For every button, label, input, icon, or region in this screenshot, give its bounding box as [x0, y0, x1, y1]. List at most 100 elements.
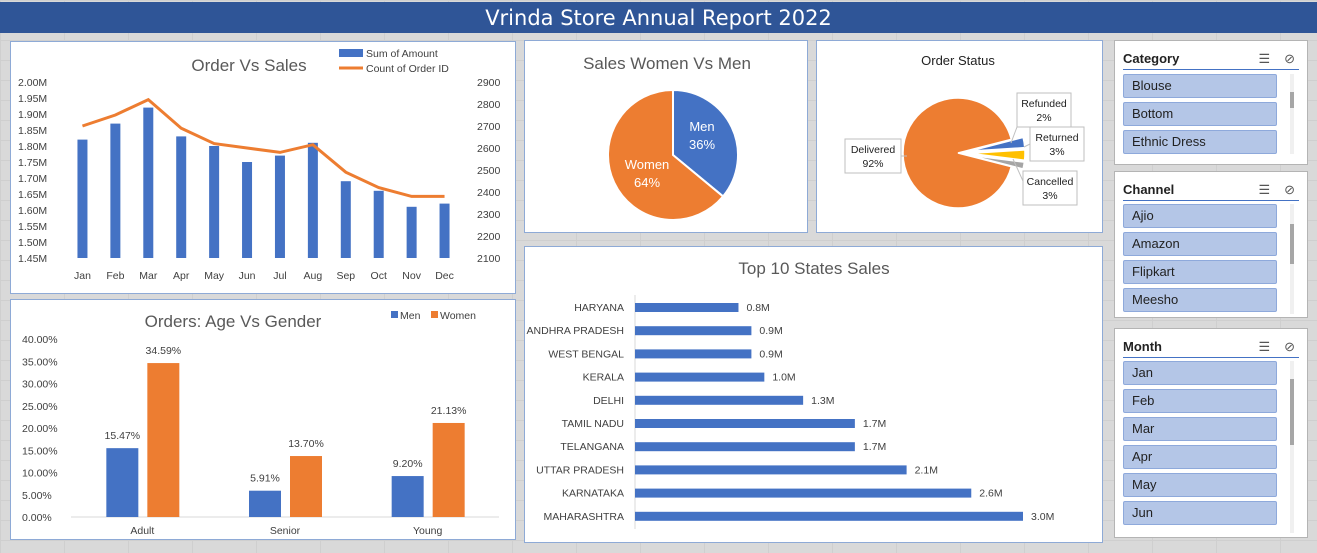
y-axis-tick-label: 15.00% [22, 445, 58, 457]
x-axis-tick-label: Jun [239, 270, 256, 282]
leader-line [1010, 126, 1018, 144]
month-scrollbar-thumb[interactable] [1290, 379, 1294, 445]
state-label: MAHARASHTRA [543, 511, 624, 523]
clear-filter-icon[interactable]: ⊘ [1284, 338, 1295, 354]
slicer-item-amazon[interactable]: Amazon [1123, 232, 1277, 256]
state-label: TAMIL NADU [562, 418, 624, 430]
y2-axis-tick-label: 2200 [477, 231, 501, 243]
x-axis-tick-label: Nov [402, 270, 421, 282]
category-scrollbar[interactable] [1290, 74, 1294, 154]
month-slicer-header: Month ☰ ⊘ [1123, 335, 1299, 358]
state-bar [635, 395, 804, 405]
slicer-item-jun[interactable]: Jun [1123, 501, 1277, 525]
multi-select-icon[interactable]: ☰ [1258, 181, 1271, 197]
channel-scrollbar-thumb[interactable] [1290, 224, 1294, 264]
y2-axis-tick-label: 2600 [477, 143, 501, 155]
women-men-chart[interactable]: Sales Women Vs Men Men 36% Women 64% [524, 40, 808, 233]
y-axis-tick-label: 1.75M [18, 157, 47, 169]
bar-sum-of-amount [110, 123, 121, 258]
y-axis-tick-label: 1.65M [18, 189, 47, 201]
category-slicer[interactable]: Category ☰ ⊘ Blouse Bottom Ethnic Dress [1114, 40, 1308, 165]
slicer-item-jan[interactable]: Jan [1123, 361, 1277, 385]
top-states-chart[interactable]: Top 10 States Sales HARYANA 0.8M ANDHRA PRA… [524, 246, 1103, 543]
data-label-women: 21.13% [431, 405, 467, 417]
report-title-banner: Vrinda Store Annual Report 2022 [0, 2, 1317, 33]
channel-slicer[interactable]: Channel ☰ ⊘ Ajio Amazon Flipkart Meesho [1114, 171, 1308, 318]
clear-filter-icon[interactable]: ⊘ [1284, 181, 1295, 197]
channel-slicer-title: Channel [1123, 181, 1175, 197]
slicer-item-ajio[interactable]: Ajio [1123, 204, 1277, 228]
y2-axis-tick-label: 2700 [477, 121, 501, 133]
y-axis-tick-label: 1.70M [18, 173, 47, 185]
callout-box-cancelled [1022, 170, 1078, 206]
state-bar [635, 465, 907, 475]
bar-sum-of-amount [340, 181, 351, 258]
state-value-label: 0.9M [759, 348, 782, 360]
pie-slice-refunded [969, 154, 1026, 170]
category-scrollbar-thumb[interactable] [1290, 92, 1294, 108]
bar-men [391, 476, 424, 517]
state-value-label: 2.6M [979, 488, 1002, 500]
month-scrollbar[interactable] [1290, 361, 1294, 533]
state-value-label: 1.7M [863, 441, 886, 453]
chart-title: Order Status [921, 53, 995, 68]
multi-select-icon[interactable]: ☰ [1258, 338, 1271, 354]
y-axis-tick-label: 30.00% [22, 379, 58, 391]
leader-line [1023, 143, 1031, 148]
slicer-item-feb[interactable]: Feb [1123, 389, 1277, 413]
legend-swatch-men [391, 311, 398, 318]
pie-label-women: Women [625, 157, 670, 172]
chart-title: Top 10 States Sales [738, 259, 889, 278]
state-label: ANDHRA PRADESH [527, 325, 624, 337]
state-value-label: 3.0M [1031, 511, 1054, 523]
x-axis-tick-label: Jan [74, 270, 91, 282]
leader-line [1012, 158, 1024, 182]
callout-box-delivered [844, 138, 902, 174]
state-bar [635, 372, 765, 382]
y-axis-tick-label: 1.50M [18, 237, 47, 249]
state-label: DELHI [593, 395, 624, 407]
pie-slice-returned [969, 149, 1026, 162]
data-label-men: 15.47% [105, 430, 141, 442]
bar-sum-of-amount [176, 136, 187, 258]
state-label: TELANGANA [560, 441, 624, 453]
order-vs-sales-chart[interactable]: Order Vs Sales Sum of Amount Count of Orde… [10, 41, 516, 294]
chart-title: Sales Women Vs Men [583, 54, 751, 73]
slicer-item-apr[interactable]: Apr [1123, 445, 1277, 469]
y-axis-tick-label: 1.55M [18, 221, 47, 233]
callout-box-refunded [1016, 92, 1072, 128]
bar-men [249, 490, 281, 517]
callout-label: Refunded [1021, 98, 1067, 110]
multi-select-icon[interactable]: ☰ [1258, 50, 1271, 66]
slicer-item-meesho[interactable]: Meesho [1123, 288, 1277, 312]
slicer-item-may[interactable]: May [1123, 473, 1277, 497]
y-axis-tick-label: 1.80M [18, 141, 47, 153]
slicer-item-bottom[interactable]: Bottom [1123, 102, 1277, 126]
order-status-chart[interactable]: Order Status Delivered 92% Refunded 2% Return… [816, 40, 1103, 233]
y2-axis-tick-label: 2400 [477, 187, 501, 199]
slicer-item-flipkart[interactable]: Flipkart [1123, 260, 1277, 284]
slicer-item-mar[interactable]: Mar [1123, 417, 1277, 441]
month-slicer[interactable]: Month ☰ ⊘ Jan Feb Mar Apr May Jun [1114, 328, 1308, 538]
y-axis-tick-label: 2.00M [18, 77, 47, 89]
y-axis-tick-label: 1.60M [18, 205, 47, 217]
legend-label: Men [400, 310, 421, 322]
state-label: WEST BENGAL [548, 348, 624, 360]
legend-label: Women [440, 310, 476, 322]
slicer-item-ethnic-dress[interactable]: Ethnic Dress [1123, 130, 1277, 154]
y-axis-tick-label: 1.85M [18, 125, 47, 137]
channel-scrollbar[interactable] [1290, 204, 1294, 314]
state-value-label: 2.1M [915, 464, 938, 476]
pie-label-women-pct: 64% [634, 175, 660, 190]
x-axis-tick-label: Young [413, 525, 443, 537]
y-axis-tick-label: 1.95M [18, 93, 47, 105]
bar-women [290, 456, 322, 517]
slicer-item-blouse[interactable]: Blouse [1123, 74, 1277, 98]
pie-label-men: Men [689, 119, 714, 134]
state-bar [635, 442, 855, 452]
x-axis-tick-label: Feb [106, 270, 124, 282]
bar-sum-of-amount [143, 107, 154, 258]
order-status-svg: Order Status Delivered 92% Refunded 2% Return… [844, 53, 1085, 209]
age-gender-chart[interactable]: Orders: Age Vs Gender Men Women 40.00% 35.00… [10, 299, 516, 540]
clear-filter-icon[interactable]: ⊘ [1284, 50, 1295, 66]
